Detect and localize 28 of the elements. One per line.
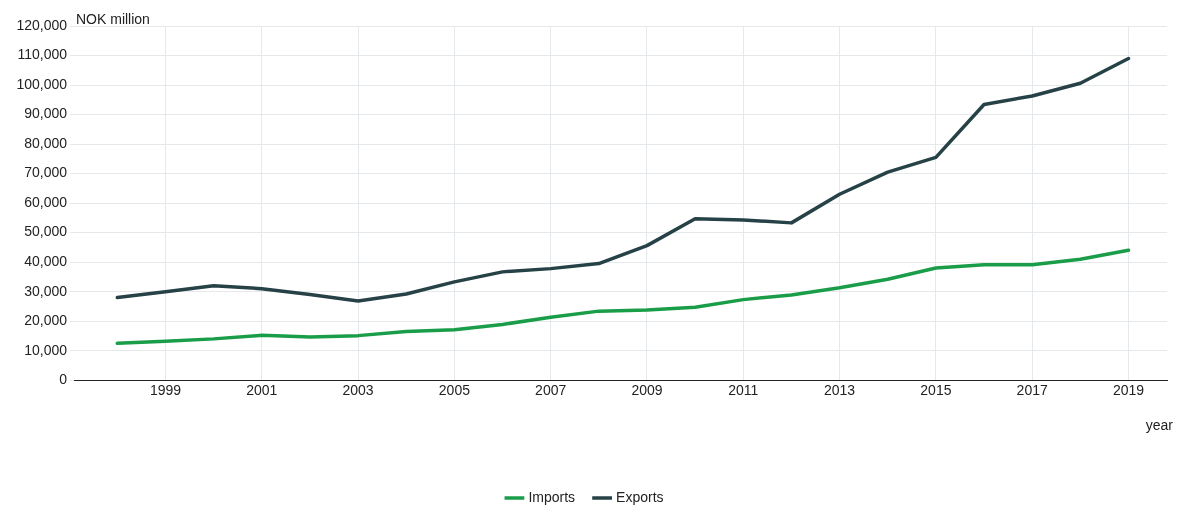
x-tick-label: 2019 xyxy=(1112,382,1145,399)
x-tick-label: 2015 xyxy=(920,382,952,399)
x-axis-title: year xyxy=(1145,417,1173,433)
y-tick-label: 20,000 xyxy=(24,312,68,329)
y-tick-label: 120,000 xyxy=(16,16,68,33)
legend-label: Imports xyxy=(528,488,576,505)
y-axis-title: NOK million xyxy=(76,11,150,27)
y-tick-label: 80,000 xyxy=(24,134,68,151)
y-tick-label: 50,000 xyxy=(24,223,68,240)
x-tick-label: 1999 xyxy=(149,382,182,399)
y-tick-label: 100,000 xyxy=(16,75,68,92)
y-tick-label: 70,000 xyxy=(24,164,68,181)
x-tick-label: 2017 xyxy=(1016,382,1048,399)
y-tick-label: 30,000 xyxy=(24,282,68,299)
legend-label: Exports xyxy=(616,488,664,505)
y-tick-label: 0 xyxy=(59,371,68,388)
x-tick-label: 2009 xyxy=(631,382,663,399)
y-tick-label: 60,000 xyxy=(24,193,68,210)
y-tick-label: 40,000 xyxy=(24,252,68,269)
x-tick-label: 2011 xyxy=(728,382,759,399)
y-tick-label: 10,000 xyxy=(24,341,68,358)
x-tick-label: 2013 xyxy=(824,382,856,399)
x-tick-label: 2001 xyxy=(246,382,278,399)
y-tick-label: 90,000 xyxy=(24,105,68,122)
x-tick-label: 2003 xyxy=(342,382,374,399)
x-tick-label: 2007 xyxy=(535,382,567,399)
y-tick-label: 110,000 xyxy=(17,46,68,63)
x-tick-label: 2005 xyxy=(438,382,471,399)
